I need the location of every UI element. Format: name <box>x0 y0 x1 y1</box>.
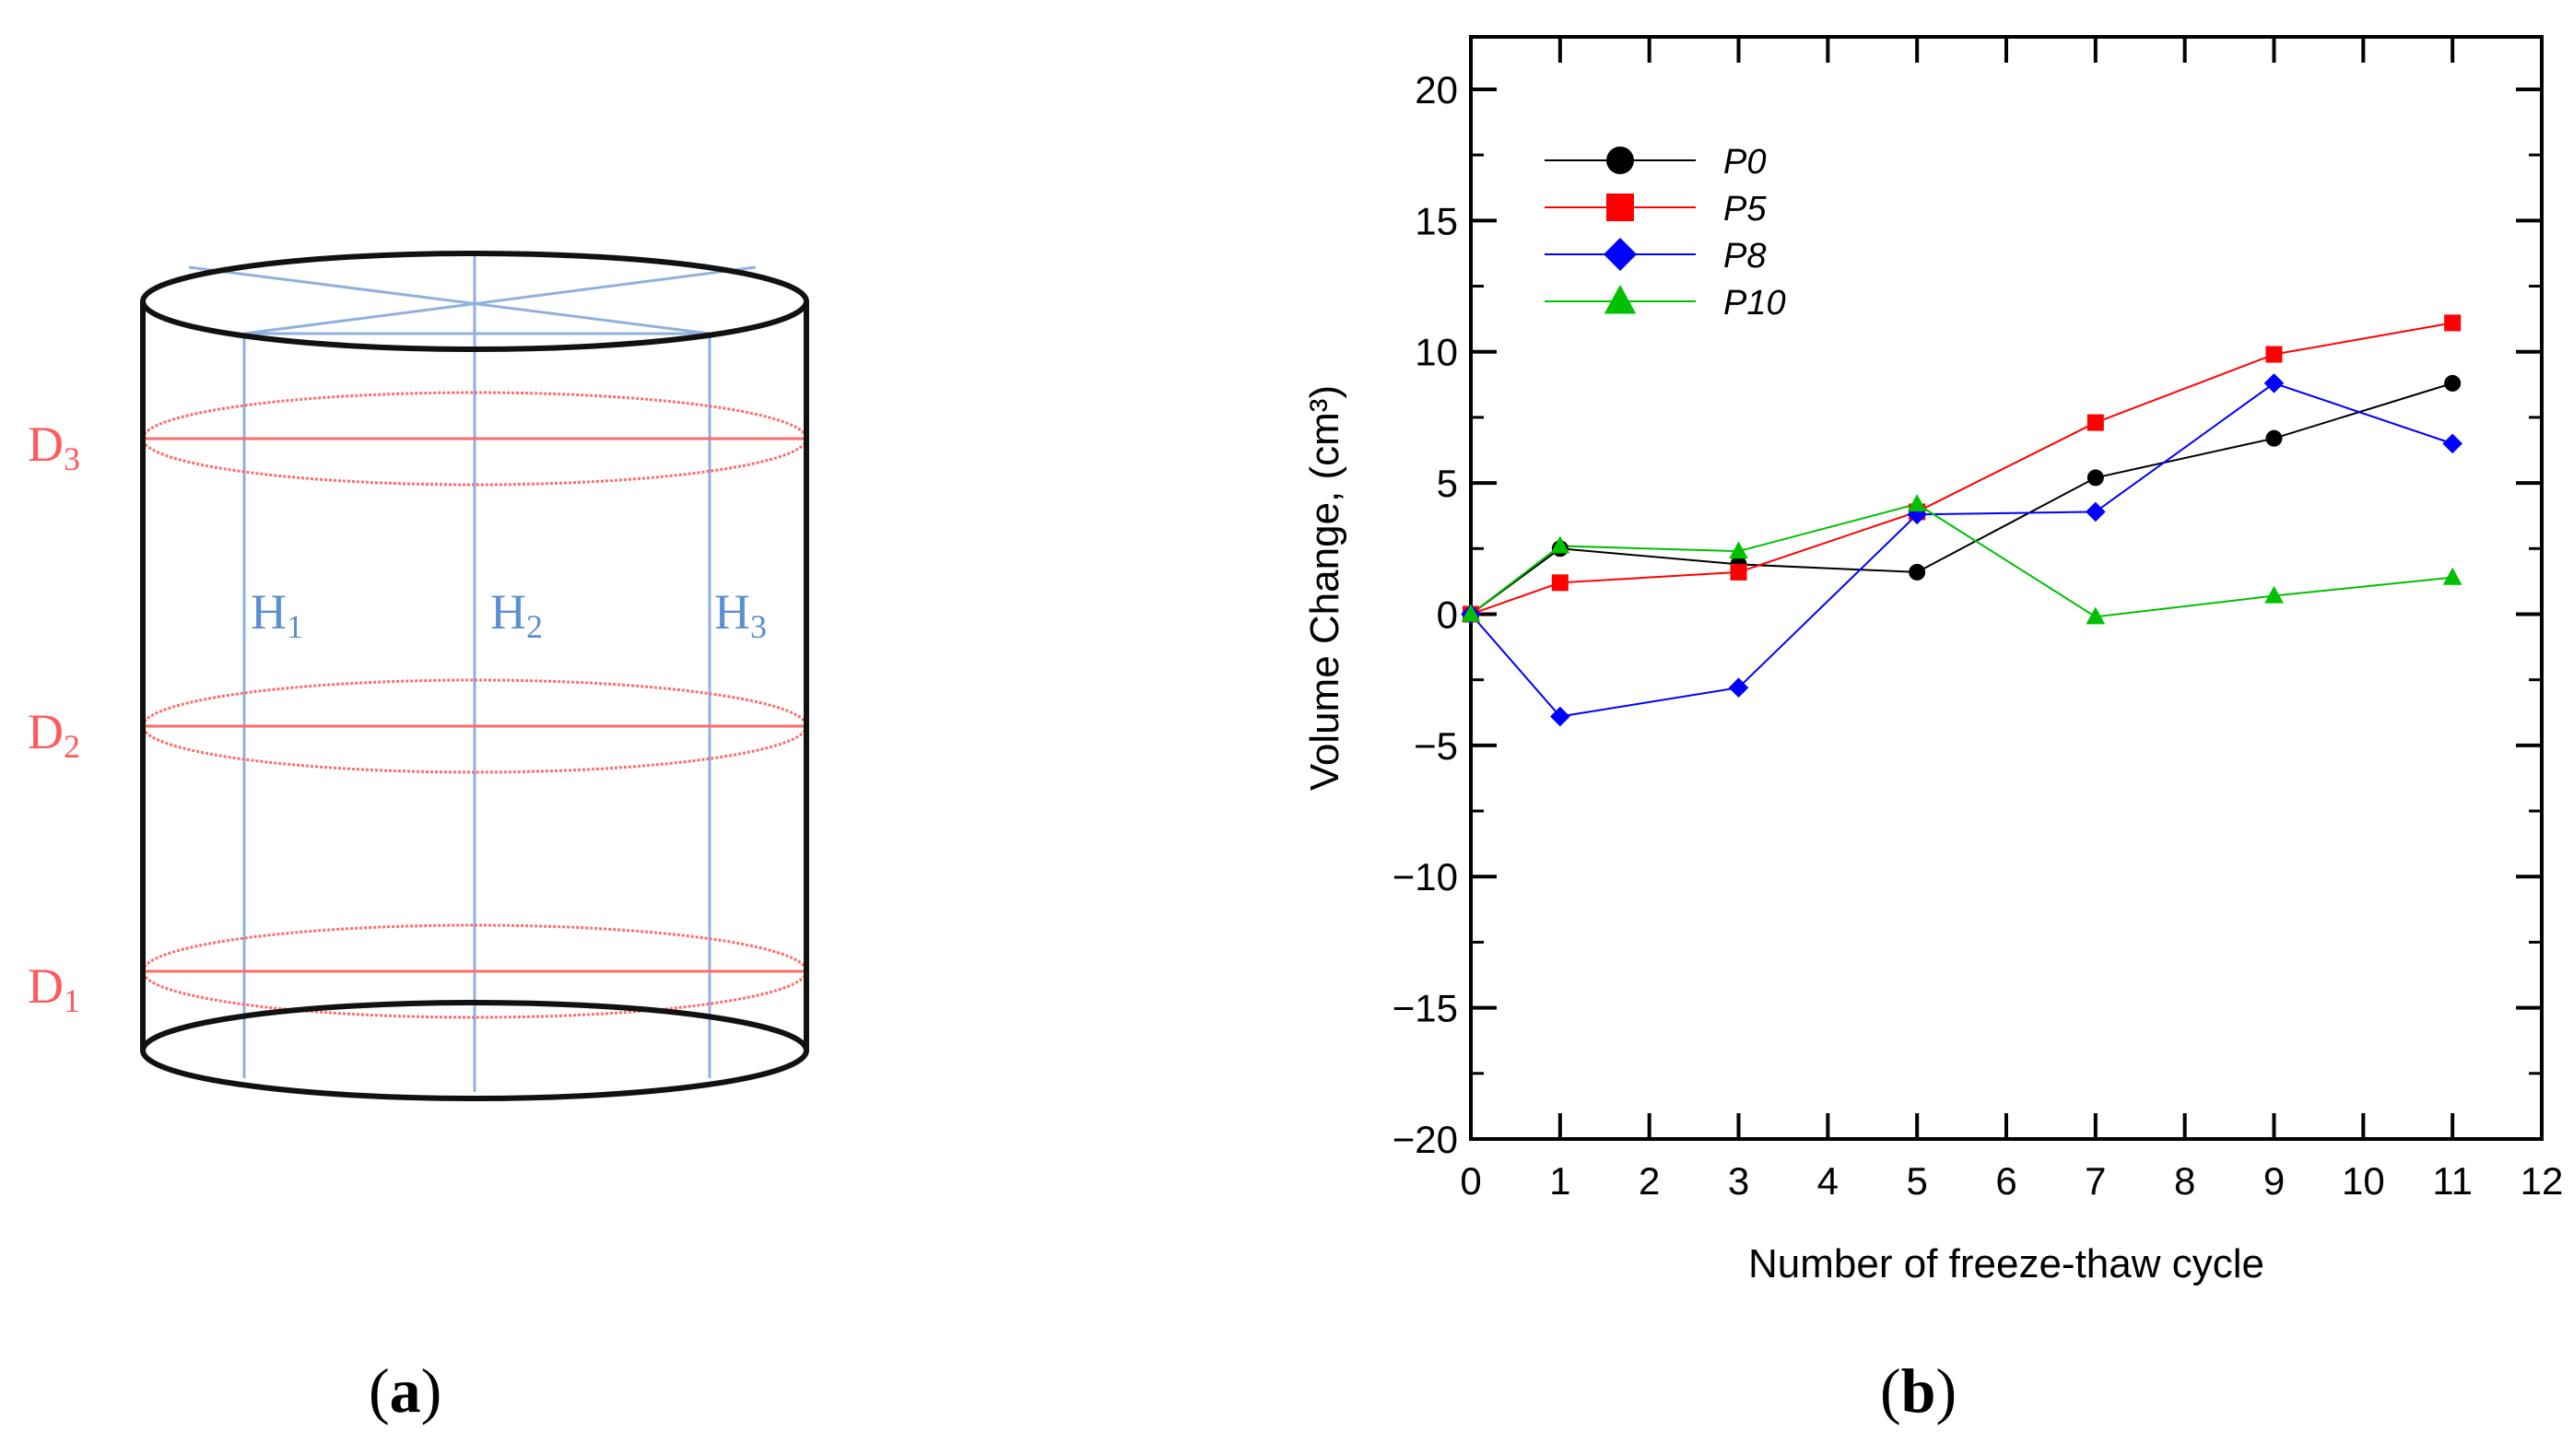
series-line-p5 <box>1470 322 2453 616</box>
data-point-p5 <box>1730 563 1747 581</box>
legend-label-p10: P10 <box>1723 284 1786 323</box>
legend-marker-p5 <box>1606 194 1634 221</box>
x-tick-label: 10 <box>2342 1159 2385 1203</box>
y-axis-ticks: −20 −15 −10 −5 0 5 10 15 20 <box>1393 68 2542 1161</box>
diameter-labels: D3 D2 D1 <box>28 417 80 1019</box>
data-point-p10 <box>1550 535 1570 554</box>
label-d3: D3 <box>28 417 80 477</box>
x-tick-label: 8 <box>2174 1159 2195 1203</box>
x-axis-title: Number of freeze-thaw cycle <box>1748 1241 2264 1286</box>
x-tick-label: 9 <box>2263 1159 2285 1203</box>
legend: P0 P5 P8 P10 <box>1545 143 1786 323</box>
data-point-p8 <box>2263 373 2285 393</box>
label-h2: H2 <box>490 584 543 645</box>
panel-label-a: (a) <box>369 1356 442 1426</box>
top-cross-line-1 <box>188 265 711 335</box>
top-cross-line-2 <box>243 265 757 335</box>
legend-marker-p0 <box>1606 147 1634 174</box>
label-h3: H3 <box>714 584 767 645</box>
x-tick-label: 2 <box>1639 1159 1660 1203</box>
label-d1: D1 <box>28 958 80 1019</box>
y-axis-title: Volume Change, (cm³) <box>1302 385 1347 791</box>
series-line-p10 <box>1470 502 2453 618</box>
data-point-p0 <box>2444 374 2462 392</box>
y-tick-label: −5 <box>1414 724 1458 768</box>
legend-marker-p8 <box>1604 238 1637 271</box>
data-point-p10 <box>1461 604 1481 622</box>
legend-label-p5: P5 <box>1723 190 1767 229</box>
legend-label-p0: P0 <box>1723 143 1766 182</box>
x-tick-label: 4 <box>1817 1159 1839 1203</box>
y-tick-label: 20 <box>1415 68 1458 112</box>
data-point-p10 <box>2264 585 2284 604</box>
legend-label-p8: P8 <box>1723 237 1766 276</box>
y-tick-label: 10 <box>1415 331 1458 374</box>
y-tick-label: −15 <box>1393 987 1458 1030</box>
y-tick-label: 15 <box>1415 199 1458 242</box>
series-line-p8 <box>1470 382 2453 718</box>
data-point-p10 <box>1729 541 1748 559</box>
data-point-p8 <box>1728 677 1749 699</box>
label-h1: H1 <box>251 584 303 645</box>
series-layer <box>1461 314 2462 727</box>
x-tick-label: 11 <box>2432 1159 2473 1203</box>
data-point-p10 <box>1907 494 1927 511</box>
x-tick-label: 12 <box>2521 1159 2564 1203</box>
y-tick-label: −20 <box>1393 1118 1458 1161</box>
cylinder-outline <box>140 251 810 1101</box>
x-tick-label: 1 <box>1549 1159 1570 1203</box>
height-labels: H1 H2 H3 <box>251 584 767 645</box>
x-tick-label: 6 <box>1995 1159 2016 1203</box>
data-point-p8 <box>2442 433 2462 454</box>
panel-label-b: (b) <box>1880 1356 1957 1426</box>
x-tick-label: 5 <box>1906 1159 1927 1203</box>
data-point-p8 <box>1550 706 1570 727</box>
label-d2: D2 <box>28 704 80 765</box>
height-lines <box>188 256 757 1092</box>
y-tick-label: 0 <box>1437 593 1458 636</box>
x-tick-label: 7 <box>2085 1159 2106 1203</box>
x-tick-label: 0 <box>1460 1159 1481 1203</box>
data-point-p10 <box>2086 606 2106 625</box>
x-tick-label: 3 <box>1728 1159 1749 1203</box>
x-axis-ticks: 0 1 2 3 4 5 6 7 8 9 10 11 12 <box>1460 37 2563 1203</box>
data-point-p5 <box>2444 314 2462 332</box>
data-point-p8 <box>2086 501 2106 523</box>
data-point-p5 <box>2265 346 2283 363</box>
data-point-p0 <box>2265 429 2283 447</box>
data-point-p5 <box>2086 414 2104 431</box>
data-point-p10 <box>2442 567 2462 585</box>
data-point-p5 <box>1551 574 1569 592</box>
cylinder-diagram: D3 D2 D1 H1 H2 H3 <box>28 251 810 1101</box>
data-point-p0 <box>2086 469 2104 487</box>
data-point-p0 <box>1909 563 1926 581</box>
y-tick-label: −10 <box>1393 855 1458 898</box>
y-tick-label: 5 <box>1437 462 1458 505</box>
legend-marker-p10 <box>1604 285 1637 314</box>
